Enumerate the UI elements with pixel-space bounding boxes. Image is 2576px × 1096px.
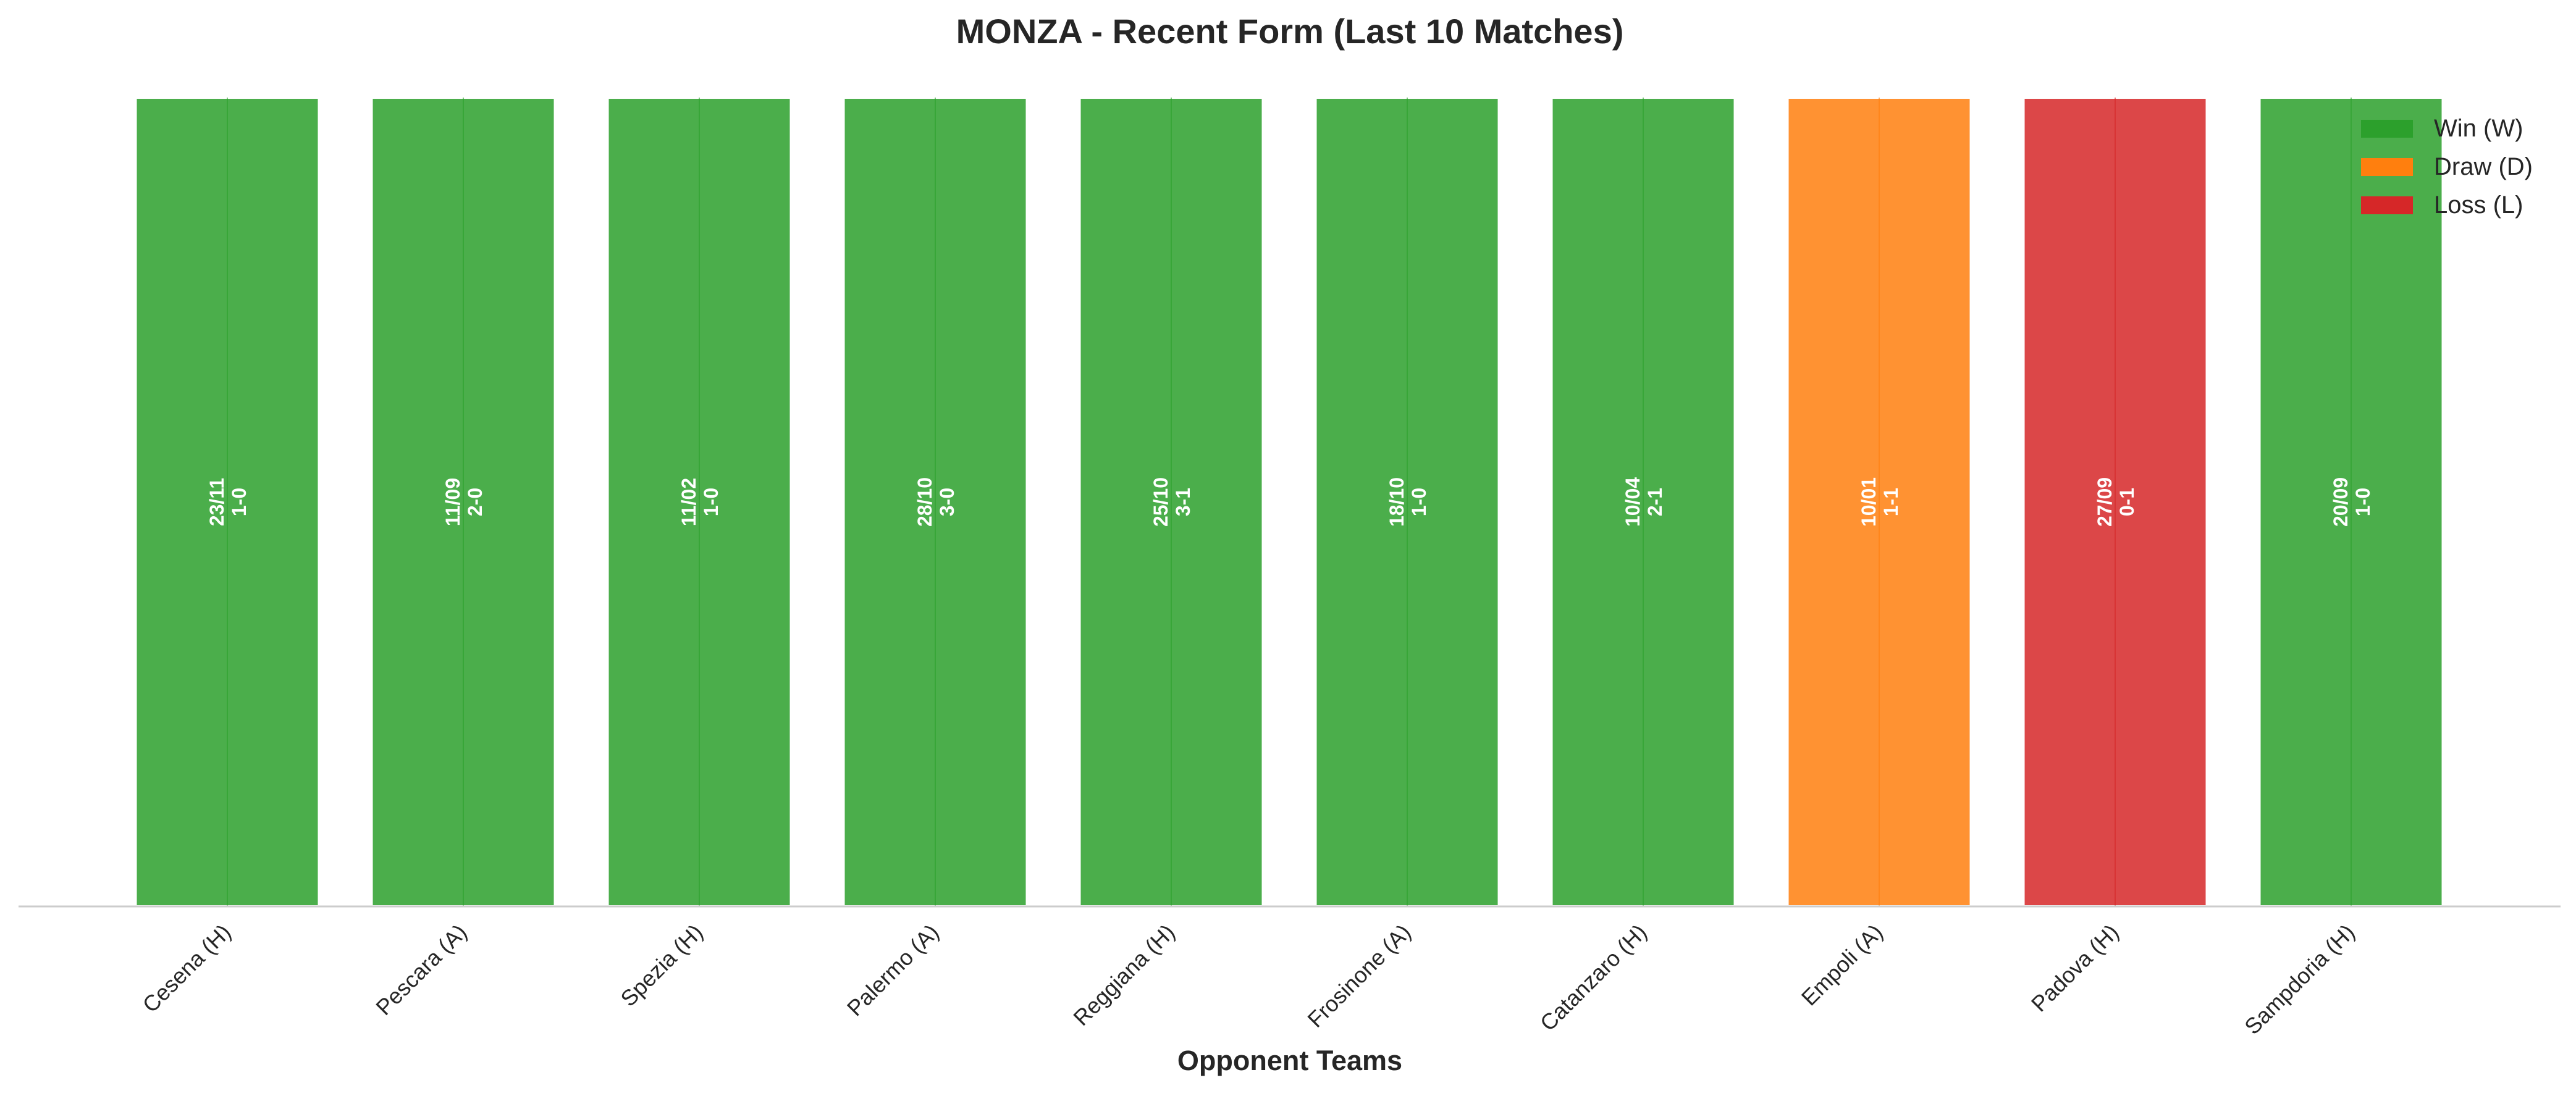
bar-date-label: 27/09 xyxy=(2094,477,2116,527)
legend-item: Draw (D) xyxy=(2361,153,2533,180)
bar-data-label: 20/091-0 xyxy=(2330,477,2374,527)
x-tick-label: Frosinone (A) xyxy=(1302,919,1415,1032)
legend-swatch xyxy=(2361,196,2413,214)
x-tick-labels: Cesena (H) Pescara (A) Spezia (H) Palermo (… xyxy=(138,919,2360,1040)
bar-group: 18/101-0 xyxy=(1314,96,1501,908)
bar-data-label: 10/042-1 xyxy=(1622,477,1666,527)
chart-title: MONZA - Recent Form (Last 10 Matches) xyxy=(956,12,1624,51)
bar-date-label: 11/02 xyxy=(678,478,700,526)
bar-score-label: 1-0 xyxy=(2352,488,2374,516)
bar-group: 25/103-1 xyxy=(1078,96,1265,908)
bar-date-label: 11/09 xyxy=(442,478,464,526)
x-tick-label: Spezia (H) xyxy=(615,919,707,1011)
x-tick-label: Empoli (A) xyxy=(1796,919,1888,1011)
bar-date-label: 18/10 xyxy=(1386,477,1408,527)
bar-score-label: 1-1 xyxy=(1880,488,1902,516)
bar-group: 10/042-1 xyxy=(1550,96,1736,908)
legend-label: Draw (D) xyxy=(2434,153,2533,180)
legend-label: Loss (L) xyxy=(2434,191,2523,219)
x-tick-label: Catanzaro (H) xyxy=(1535,919,1652,1036)
bar-score-label: 1-0 xyxy=(1408,488,1430,516)
legend-label: Win (W) xyxy=(2434,115,2523,142)
bar-data-label: 10/011-1 xyxy=(1858,477,1902,527)
bar-group: 11/021-0 xyxy=(606,96,793,908)
bars-layer: 23/111-0 11/092-0 11/021-0 28/103-0 25/103-1… xyxy=(134,96,2444,908)
legend: Win (W) Draw (D) Loss (L) xyxy=(2361,115,2533,219)
bar-score-label: 2-0 xyxy=(464,488,486,516)
legend-swatch xyxy=(2361,120,2413,138)
bar-data-label: 18/101-0 xyxy=(1386,477,1430,527)
bar-data-label: 25/103-1 xyxy=(1150,477,1194,527)
x-tick-label: Pescara (A) xyxy=(371,919,471,1020)
bar-score-label: 1-0 xyxy=(228,488,250,516)
bar-score-label: 0-1 xyxy=(2116,488,2138,516)
bar-date-label: 10/01 xyxy=(1858,477,1880,527)
bar-group: 27/090-1 xyxy=(2022,96,2208,908)
bar-data-label: 23/111-0 xyxy=(206,478,250,526)
bar-score-label: 2-1 xyxy=(1644,488,1666,516)
x-tick-label: Reggiana (H) xyxy=(1068,919,1179,1031)
bar-date-label: 23/11 xyxy=(206,478,228,526)
x-tick-label: Cesena (H) xyxy=(138,919,236,1018)
legend-item: Loss (L) xyxy=(2361,191,2523,219)
bar-data-label: 28/103-0 xyxy=(914,477,958,527)
bar-group: 28/103-0 xyxy=(842,96,1029,908)
bar-score-label: 1-0 xyxy=(700,488,722,516)
bar-date-label: 10/04 xyxy=(1622,477,1644,527)
bar-score-label: 3-0 xyxy=(936,488,958,516)
legend-item: Win (W) xyxy=(2361,115,2523,142)
x-axis-label: Opponent Teams xyxy=(1177,1045,1402,1076)
bar-group: 20/091-0 xyxy=(2258,96,2444,908)
bar-data-label: 27/090-1 xyxy=(2094,477,2138,527)
bar-group: 23/111-0 xyxy=(134,96,321,908)
legend-swatch xyxy=(2361,158,2413,176)
x-tick-label: Palermo (A) xyxy=(842,919,944,1021)
bar-score-label: 3-1 xyxy=(1172,488,1194,516)
bar-data-label: 11/021-0 xyxy=(678,478,722,526)
bar-group: 10/011-1 xyxy=(1786,96,1972,908)
bar-date-label: 20/09 xyxy=(2330,477,2352,527)
x-tick-label: Sampdoria (H) xyxy=(2239,919,2360,1040)
x-tick-label: Padova (H) xyxy=(2026,919,2124,1017)
bar-data-label: 11/092-0 xyxy=(442,478,486,526)
bar-date-label: 25/10 xyxy=(1150,477,1172,527)
bar-group: 11/092-0 xyxy=(370,96,557,908)
bar-date-label: 28/10 xyxy=(914,477,936,527)
